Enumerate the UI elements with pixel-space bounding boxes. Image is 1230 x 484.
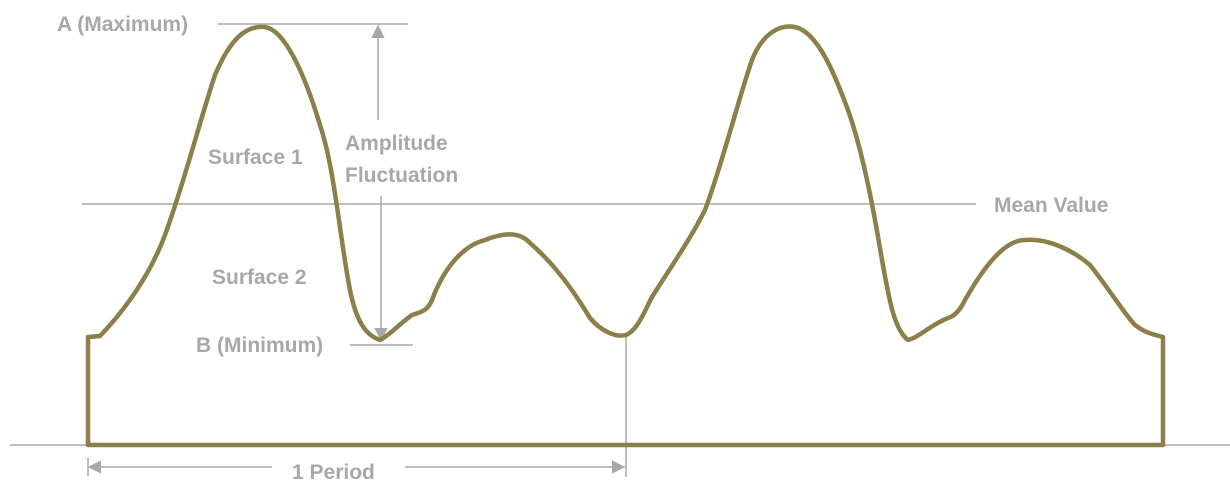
mean-value-label: Mean Value: [994, 194, 1108, 217]
minimum-label: B (Minimum): [196, 334, 323, 357]
amplitude-label-line2: Fluctuation: [345, 164, 458, 187]
period-label: 1 Period: [292, 461, 375, 484]
surface-profile-curve: [85, 24, 1166, 448]
maximum-label: A (Maximum): [57, 13, 188, 36]
surface-2-label: Surface 2: [212, 266, 307, 289]
amplitude-label-line1: Amplitude: [345, 132, 448, 155]
surface-1-label: Surface 1: [208, 146, 303, 169]
